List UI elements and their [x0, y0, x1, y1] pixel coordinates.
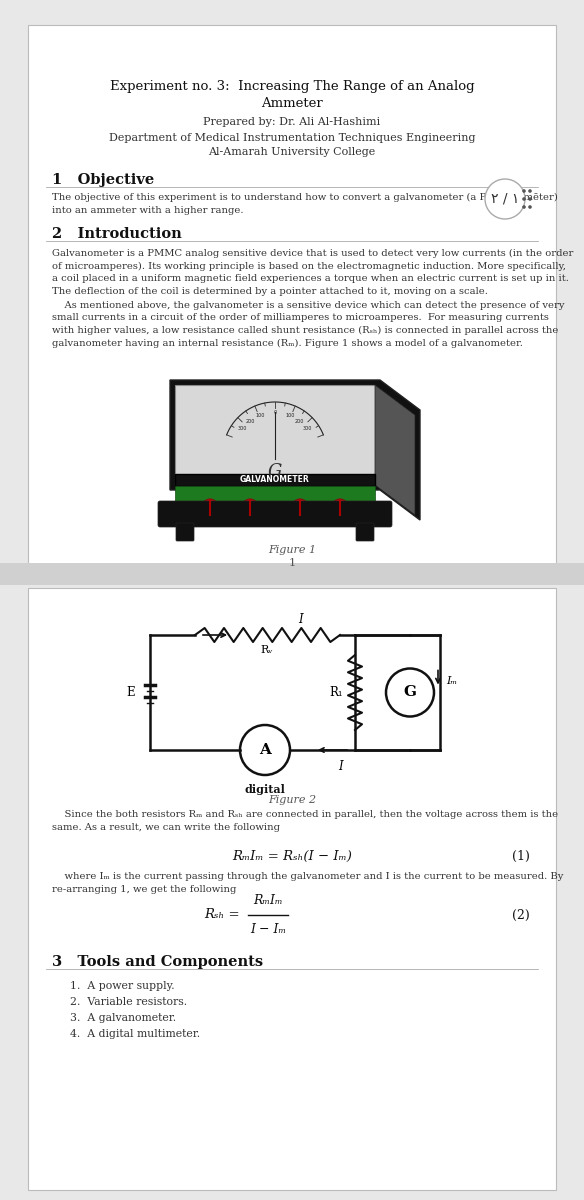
Circle shape	[528, 190, 532, 193]
Text: 0: 0	[273, 410, 277, 415]
Text: with higher values, a low resistance called shunt resistance (Rₛₕ) is connected : with higher values, a low resistance cal…	[52, 326, 558, 335]
Text: of microamperes). Its working principle is based on the electromagnetic inductio: of microamperes). Its working principle …	[52, 262, 566, 271]
FancyBboxPatch shape	[176, 523, 194, 541]
Text: Since the both resistors Rₘ and Rₛₕ are connected in parallel, then the voltage : Since the both resistors Rₘ and Rₛₕ are …	[52, 810, 558, 818]
Text: 1.  A power supply.: 1. A power supply.	[70, 982, 175, 991]
Text: The objective of this experiment is to understand how to convert a galvanometer : The objective of this experiment is to u…	[52, 193, 558, 202]
Text: Prepared by: Dr. Ali Al-Hashimi: Prepared by: Dr. Ali Al-Hashimi	[203, 116, 381, 127]
Text: Al-Amarah University College: Al-Amarah University College	[208, 146, 376, 157]
Circle shape	[386, 668, 434, 716]
Text: 1: 1	[288, 558, 296, 568]
Text: same. As a result, we can write the following: same. As a result, we can write the foll…	[52, 823, 280, 832]
Circle shape	[528, 197, 532, 200]
Text: into an ammeter with a higher range.: into an ammeter with a higher range.	[52, 206, 244, 215]
Text: G: G	[268, 463, 282, 481]
Text: (1): (1)	[512, 850, 530, 863]
Text: RₘIₘ: RₘIₘ	[253, 894, 283, 907]
FancyBboxPatch shape	[28, 25, 556, 565]
Text: I: I	[338, 760, 342, 773]
Circle shape	[522, 205, 526, 209]
Text: 100: 100	[286, 414, 295, 419]
FancyBboxPatch shape	[175, 486, 375, 504]
Text: 1   Objective: 1 Objective	[52, 173, 154, 187]
Circle shape	[528, 205, 532, 209]
Text: Experiment no. 3:  Increasing The Range of an Analog: Experiment no. 3: Increasing The Range o…	[110, 80, 474, 92]
Text: re-arranging 1, we get the following: re-arranging 1, we get the following	[52, 886, 237, 894]
Polygon shape	[375, 385, 415, 515]
FancyBboxPatch shape	[175, 474, 375, 486]
Text: R₁: R₁	[329, 686, 343, 698]
Text: I: I	[298, 613, 303, 626]
Text: Ammeter: Ammeter	[261, 97, 323, 110]
Text: small currents in a circuit of the order of milliamperes to microamperes.  For m: small currents in a circuit of the order…	[52, 313, 549, 323]
Text: As mentioned above, the galvanometer is a sensitive device which can detect the : As mentioned above, the galvanometer is …	[52, 301, 565, 310]
Text: 3.  A galvanometer.: 3. A galvanometer.	[70, 1013, 176, 1022]
Text: G: G	[404, 685, 416, 700]
Circle shape	[522, 190, 526, 193]
Text: Iₘ: Iₘ	[446, 676, 457, 685]
FancyBboxPatch shape	[158, 502, 392, 527]
Text: Figure 2: Figure 2	[268, 794, 316, 805]
Text: 200: 200	[246, 419, 255, 424]
Text: (2): (2)	[512, 908, 530, 922]
Text: digital: digital	[245, 784, 286, 794]
Text: 100: 100	[255, 414, 265, 419]
Circle shape	[522, 197, 526, 200]
Circle shape	[292, 499, 308, 515]
Text: Rᵥ: Rᵥ	[261, 646, 273, 655]
Text: E: E	[126, 686, 135, 698]
Text: 300: 300	[303, 426, 312, 431]
Text: Rₛₕ =: Rₛₕ =	[204, 908, 240, 922]
Text: 2.  Variable resistors.: 2. Variable resistors.	[70, 997, 187, 1007]
FancyBboxPatch shape	[356, 523, 374, 541]
Polygon shape	[170, 380, 420, 520]
Text: I − Iₘ: I − Iₘ	[250, 923, 286, 936]
Circle shape	[485, 179, 525, 218]
Circle shape	[242, 499, 258, 515]
FancyBboxPatch shape	[0, 563, 584, 584]
Text: Galvanometer is a PMMC analog sensitive device that is used to detect very low c: Galvanometer is a PMMC analog sensitive …	[52, 248, 573, 258]
Text: The deflection of the coil is determined by a pointer attached to it, moving on : The deflection of the coil is determined…	[52, 287, 488, 295]
Text: a coil placed in a uniform magnetic field experiences a torque when an electric : a coil placed in a uniform magnetic fiel…	[52, 274, 569, 283]
Text: RₘIₘ = Rₛₕ(I − Iₘ): RₘIₘ = Rₛₕ(I − Iₘ)	[232, 850, 352, 863]
Text: Figure 1: Figure 1	[268, 545, 316, 554]
Text: Department of Medical Instrumentation Techniques Engineering: Department of Medical Instrumentation Te…	[109, 133, 475, 143]
Text: where Iₘ is the current passing through the galvanometer and I is the current to: where Iₘ is the current passing through …	[52, 872, 564, 881]
Circle shape	[332, 499, 348, 515]
Polygon shape	[175, 385, 375, 485]
FancyBboxPatch shape	[28, 588, 556, 1190]
Text: 300: 300	[238, 426, 248, 431]
Circle shape	[240, 725, 290, 775]
Text: galvanometer having an internal resistance (Rₘ). Figure 1 shows a model of a gal: galvanometer having an internal resistan…	[52, 338, 523, 348]
Text: 200: 200	[295, 419, 304, 424]
Text: GALVANOMETER: GALVANOMETER	[240, 475, 310, 485]
Text: A: A	[259, 743, 271, 757]
Text: ٢ / ١: ٢ / ١	[491, 192, 519, 206]
Text: 3   Tools and Components: 3 Tools and Components	[52, 955, 263, 970]
Text: 2   Introduction: 2 Introduction	[52, 227, 182, 241]
Text: 4.  A digital multimeter.: 4. A digital multimeter.	[70, 1028, 200, 1039]
Circle shape	[202, 499, 218, 515]
